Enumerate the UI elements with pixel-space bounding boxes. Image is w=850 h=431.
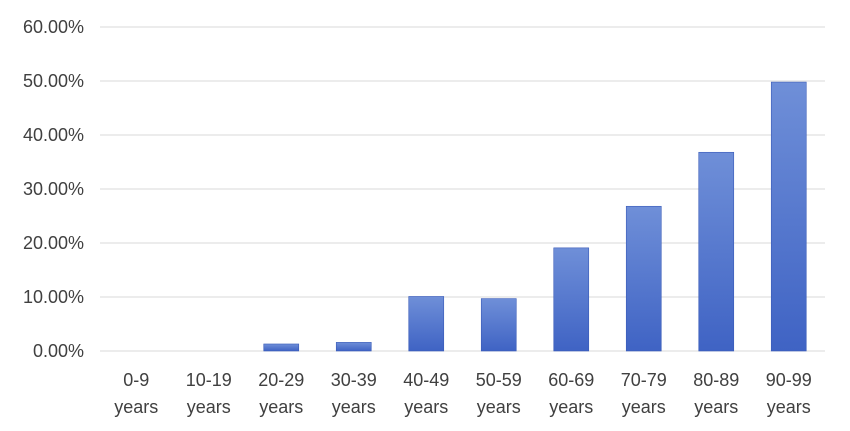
- x-tick-label: years: [549, 397, 593, 417]
- bar-50-59: [480, 298, 517, 352]
- x-tick-label: years: [259, 397, 303, 417]
- y-tick-label: 10.00%: [23, 287, 84, 307]
- bar-90-99: [770, 81, 807, 352]
- x-tick-label: years: [767, 397, 811, 417]
- x-tick-label: years: [114, 397, 158, 417]
- gridlines: [100, 26, 825, 352]
- y-tick-label: 50.00%: [23, 71, 84, 91]
- x-tick-label: 20-29: [258, 370, 304, 390]
- bar-80-89: [698, 151, 735, 352]
- bar-60-69: [553, 247, 590, 352]
- bars: [263, 81, 807, 352]
- x-tick-label: 90-99: [766, 370, 812, 390]
- x-tick-label: 70-79: [621, 370, 667, 390]
- x-tick-label: 60-69: [548, 370, 594, 390]
- bar-20-29: [263, 343, 300, 352]
- y-tick-label: 0.00%: [33, 341, 84, 361]
- x-axis-tick-labels: 0-9 years 10-19 years 20-29 years 30-39 years 40…: [114, 370, 812, 417]
- x-tick-label: years: [404, 397, 448, 417]
- bar-30-39: [335, 342, 372, 352]
- bar-70-79: [625, 205, 662, 352]
- bar-40-49: [408, 296, 445, 352]
- y-tick-label: 20.00%: [23, 233, 84, 253]
- x-tick-label: 50-59: [476, 370, 522, 390]
- x-tick-label: years: [694, 397, 738, 417]
- x-tick-label: 80-89: [693, 370, 739, 390]
- x-tick-label: 10-19: [186, 370, 232, 390]
- y-tick-label: 30.00%: [23, 179, 84, 199]
- x-tick-label: years: [187, 397, 231, 417]
- y-tick-label: 60.00%: [23, 17, 84, 37]
- x-tick-label: years: [477, 397, 521, 417]
- x-tick-label: 40-49: [403, 370, 449, 390]
- x-tick-label: years: [622, 397, 666, 417]
- x-tick-label: years: [332, 397, 376, 417]
- y-axis-tick-labels: 0.00% 10.00% 20.00% 30.00% 40.00% 50.00% 60.00…: [23, 17, 84, 361]
- y-tick-label: 40.00%: [23, 125, 84, 145]
- x-tick-label: 0-9: [123, 370, 149, 390]
- x-tick-label: 30-39: [331, 370, 377, 390]
